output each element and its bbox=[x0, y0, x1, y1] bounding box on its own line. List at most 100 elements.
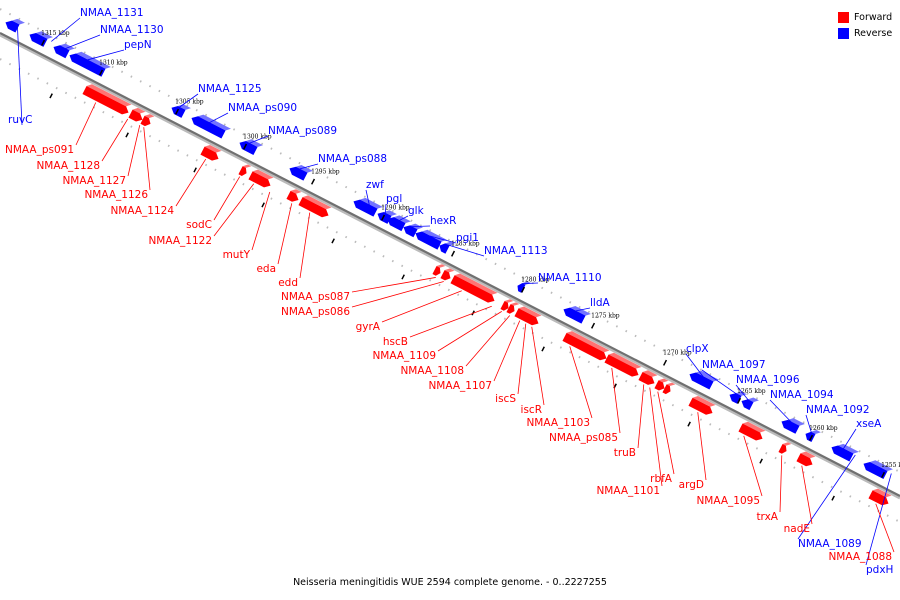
gene-arrow bbox=[439, 243, 450, 254]
forward-gene-9 bbox=[440, 268, 455, 281]
leader-glk bbox=[399, 215, 409, 221]
gene-label-nade: nadE bbox=[784, 523, 810, 535]
leader-nmaa-1095 bbox=[743, 435, 763, 497]
gene-label-nmaa-ps090: NMAA_ps090 bbox=[228, 102, 297, 114]
gene-arrow bbox=[688, 397, 713, 415]
tick-label-1270-kbp: 1270 kbp bbox=[663, 350, 692, 357]
forward-gene-20 bbox=[738, 421, 766, 441]
gene-bevel bbox=[742, 421, 766, 433]
leader-nmaa-1092 bbox=[805, 414, 812, 433]
gene-bevel bbox=[35, 31, 53, 39]
forward-gene-4 bbox=[238, 164, 252, 176]
forward-gene-2 bbox=[140, 114, 155, 127]
minor-tick-8 bbox=[541, 346, 545, 352]
gene-arrow bbox=[805, 431, 816, 443]
gene-arrow bbox=[140, 115, 151, 127]
forward-gene-21 bbox=[778, 442, 792, 454]
gene-arrow bbox=[298, 197, 329, 218]
gene-label-nmaa-ps087: NMAA_ps087 bbox=[281, 291, 350, 303]
reverse-gene-16 bbox=[689, 370, 719, 390]
leader-nmaa-1131 bbox=[51, 17, 81, 42]
minor-tick-11 bbox=[759, 458, 763, 464]
gene-label-argd: argD bbox=[679, 479, 704, 491]
gene-label-pgl: pgl bbox=[386, 193, 402, 205]
gene-label-llda: lldA bbox=[590, 297, 610, 309]
gene-label-xsea: xseA bbox=[856, 418, 882, 430]
gene-label-nmaa-1103: NMAA_1103 bbox=[526, 417, 590, 429]
gene-label-nmaa-ps091: NMAA_ps091 bbox=[5, 144, 74, 156]
gene-label-pdxh: pdxH bbox=[866, 564, 893, 576]
gene-label-nmaa-1094: NMAA_1094 bbox=[770, 389, 834, 401]
reverse-swatch bbox=[838, 27, 849, 39]
gene-bevel bbox=[569, 305, 591, 316]
gene-label-nmaa-1089: NMAA_1089 bbox=[798, 538, 862, 550]
gene-label-nmaa-ps086: NMAA_ps086 bbox=[281, 306, 350, 318]
leader-hscb bbox=[409, 305, 492, 338]
reverse-gene-13 bbox=[439, 241, 455, 254]
minor-tick-6 bbox=[401, 274, 405, 280]
tick-label-1300-kbp: 1300 kbp bbox=[243, 134, 272, 141]
tick-label-1255-kbp: 1255 kbp bbox=[881, 462, 900, 469]
gene-bevel bbox=[245, 139, 263, 147]
tick-mark-2 bbox=[174, 108, 180, 115]
tick-label-1285-kbp: 1285 kbp bbox=[451, 241, 480, 248]
reverse-gene-21 bbox=[831, 443, 859, 462]
reverse-gene-7 bbox=[289, 164, 313, 181]
leader-nmaa-1108 bbox=[465, 315, 511, 367]
tick-label-1265-kbp: 1265 kbp bbox=[737, 388, 766, 395]
reverse-gene-18 bbox=[741, 397, 759, 411]
guide-line-forward bbox=[0, 58, 900, 523]
gene-arrow bbox=[778, 444, 787, 454]
minor-tick-12 bbox=[831, 495, 835, 501]
legend-label-forward: Forward bbox=[854, 11, 893, 23]
leader-zwf bbox=[365, 189, 370, 206]
gene-label-ruvc: ruvC bbox=[8, 114, 33, 126]
gene-arrow bbox=[248, 171, 271, 188]
legend-item-forward: Forward bbox=[838, 9, 892, 25]
gene-arrow bbox=[238, 166, 247, 176]
leader-hexr bbox=[411, 225, 431, 228]
gene-arrow bbox=[781, 419, 800, 434]
gene-label-nmaa-1107: NMAA_1107 bbox=[428, 380, 492, 392]
gene-arrow bbox=[289, 166, 308, 181]
tick-label-1280-kbp: 1280 kbp bbox=[521, 277, 550, 284]
reverse-gene-15 bbox=[563, 305, 591, 324]
gene-label-edd: edd bbox=[278, 277, 298, 289]
tick-mark-7 bbox=[520, 286, 526, 293]
leader-iscr bbox=[531, 326, 545, 406]
gene-arrow bbox=[200, 146, 219, 161]
gene-label-nmaa-1109: NMAA_1109 bbox=[372, 350, 436, 362]
leader-nmaa-1113 bbox=[445, 243, 485, 257]
gene-bevel bbox=[800, 451, 816, 459]
reverse-gene-3 bbox=[69, 51, 111, 77]
leader-pgi1 bbox=[429, 235, 457, 244]
tick-mark-6 bbox=[450, 250, 456, 257]
gene-label-glk: glk bbox=[408, 205, 425, 217]
gene-label-nmaa-1113: NMAA_1113 bbox=[484, 245, 548, 257]
gene-label-pgi1: pgi1 bbox=[456, 232, 479, 244]
reverse-gene-22 bbox=[863, 460, 893, 480]
leader-nmaa-1128 bbox=[101, 118, 129, 162]
tick-label-1305-kbp: 1305 kbp bbox=[175, 99, 204, 106]
gene-bevel bbox=[658, 378, 669, 383]
forward-gene-8 bbox=[432, 264, 446, 276]
genome-backbone bbox=[0, 32, 900, 497]
gene-arrow bbox=[604, 354, 639, 377]
reverse-gene-20 bbox=[805, 429, 821, 443]
leader-nmaa-1101 bbox=[649, 387, 663, 487]
reverse-gene-5 bbox=[191, 114, 231, 139]
minor-tick-10 bbox=[687, 421, 691, 427]
leader-nmaa-1122 bbox=[213, 183, 255, 237]
leader-nmaa-ps086 bbox=[351, 281, 444, 308]
leader-nmaa-1088 bbox=[875, 503, 895, 553]
leader-nmaa-1130 bbox=[65, 34, 101, 49]
leader-nmaa-ps089 bbox=[249, 135, 269, 144]
forward-gene-17 bbox=[654, 378, 669, 391]
gene-arrow bbox=[514, 308, 539, 326]
forward-gene-1 bbox=[128, 107, 146, 122]
gene-bevel bbox=[197, 114, 231, 131]
gene-label-nmaa-1088: NMAA_1088 bbox=[828, 551, 892, 563]
gene-arrow bbox=[563, 307, 586, 324]
gene-bevel bbox=[252, 169, 274, 180]
gene-bevel bbox=[242, 164, 252, 168]
